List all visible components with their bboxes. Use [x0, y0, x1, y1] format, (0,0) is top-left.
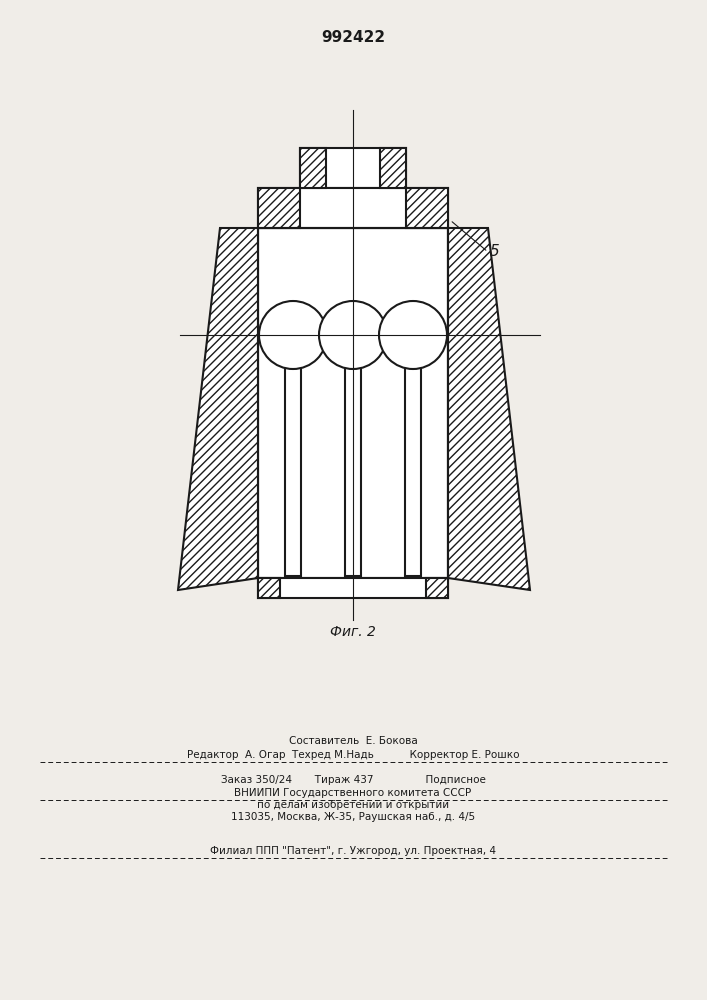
Polygon shape	[258, 188, 300, 228]
Text: Заказ 350/24       Тираж 437                Подписное: Заказ 350/24 Тираж 437 Подписное	[221, 775, 486, 785]
Polygon shape	[285, 361, 301, 576]
Polygon shape	[345, 361, 361, 576]
Text: по делам изобретений и открытий: по делам изобретений и открытий	[257, 800, 449, 810]
Text: Составитель  Е. Бокова: Составитель Е. Бокова	[288, 736, 417, 746]
Polygon shape	[380, 148, 406, 188]
Polygon shape	[406, 188, 448, 228]
Text: Фиг. 2: Фиг. 2	[330, 625, 376, 639]
Polygon shape	[258, 578, 448, 598]
Polygon shape	[258, 228, 448, 578]
Polygon shape	[258, 578, 280, 598]
Text: ВНИИПИ Государственного комитета СССР: ВНИИПИ Государственного комитета СССР	[235, 788, 472, 798]
Polygon shape	[178, 228, 258, 590]
Polygon shape	[300, 148, 326, 188]
Circle shape	[319, 301, 387, 369]
Circle shape	[259, 301, 327, 369]
Polygon shape	[426, 578, 448, 598]
Text: 5: 5	[490, 244, 500, 259]
Polygon shape	[258, 188, 448, 228]
Circle shape	[379, 301, 447, 369]
Polygon shape	[448, 228, 530, 590]
Polygon shape	[405, 361, 421, 576]
Text: 113035, Москва, Ж-35, Раушская наб., д. 4/5: 113035, Москва, Ж-35, Раушская наб., д. …	[231, 812, 475, 822]
Text: Филиал ППП "Патент", г. Ужгород, ул. Проектная, 4: Филиал ППП "Патент", г. Ужгород, ул. Про…	[210, 846, 496, 856]
Text: 992422: 992422	[321, 30, 385, 45]
Text: Редактор  А. Огар  Техред М.Надь           Корректор Е. Рошко: Редактор А. Огар Техред М.Надь Корректор…	[187, 750, 519, 760]
Polygon shape	[300, 148, 406, 188]
